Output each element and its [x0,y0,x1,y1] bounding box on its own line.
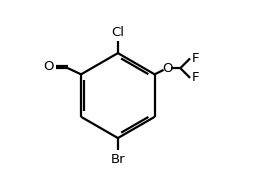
Text: Br: Br [111,153,125,165]
Text: O: O [162,62,172,75]
Text: F: F [192,71,199,84]
Text: F: F [192,52,199,65]
Text: Cl: Cl [111,26,124,39]
Text: O: O [43,61,54,73]
